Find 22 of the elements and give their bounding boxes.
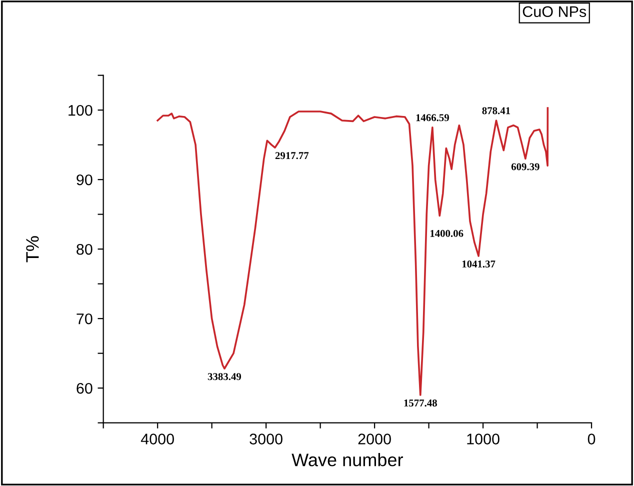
- x-tick-label: 4000: [140, 434, 174, 444]
- x-tick-label: 2000: [358, 434, 391, 444]
- y-tick-label: 60: [76, 382, 92, 394]
- annotation: 2917.77: [275, 152, 309, 160]
- line-series: [156, 107, 549, 396]
- annotation: 1577.48: [404, 399, 437, 407]
- annotation: 1041.37: [462, 260, 496, 268]
- x-axis-title: Wave number: [292, 453, 403, 466]
- y-tick-label: 80: [76, 244, 92, 255]
- y-tick-label: 70: [76, 313, 92, 324]
- x-tick-label: 3000: [250, 434, 282, 444]
- y-tick-label: 100: [68, 104, 92, 116]
- y-axis-title: T%: [26, 236, 39, 262]
- text: CuO NPs: [522, 6, 586, 18]
- annotation: 1466.59: [416, 114, 449, 122]
- annotation: 3383.49: [208, 373, 242, 380]
- x-tick-label: 1000: [467, 434, 500, 444]
- y-tick-label: 90: [76, 174, 92, 186]
- annotation: 1400.06: [430, 230, 464, 237]
- annotation: 609.39: [511, 163, 540, 170]
- annotation: 878.41: [482, 107, 510, 114]
- x-tick-label: 0: [588, 434, 596, 444]
